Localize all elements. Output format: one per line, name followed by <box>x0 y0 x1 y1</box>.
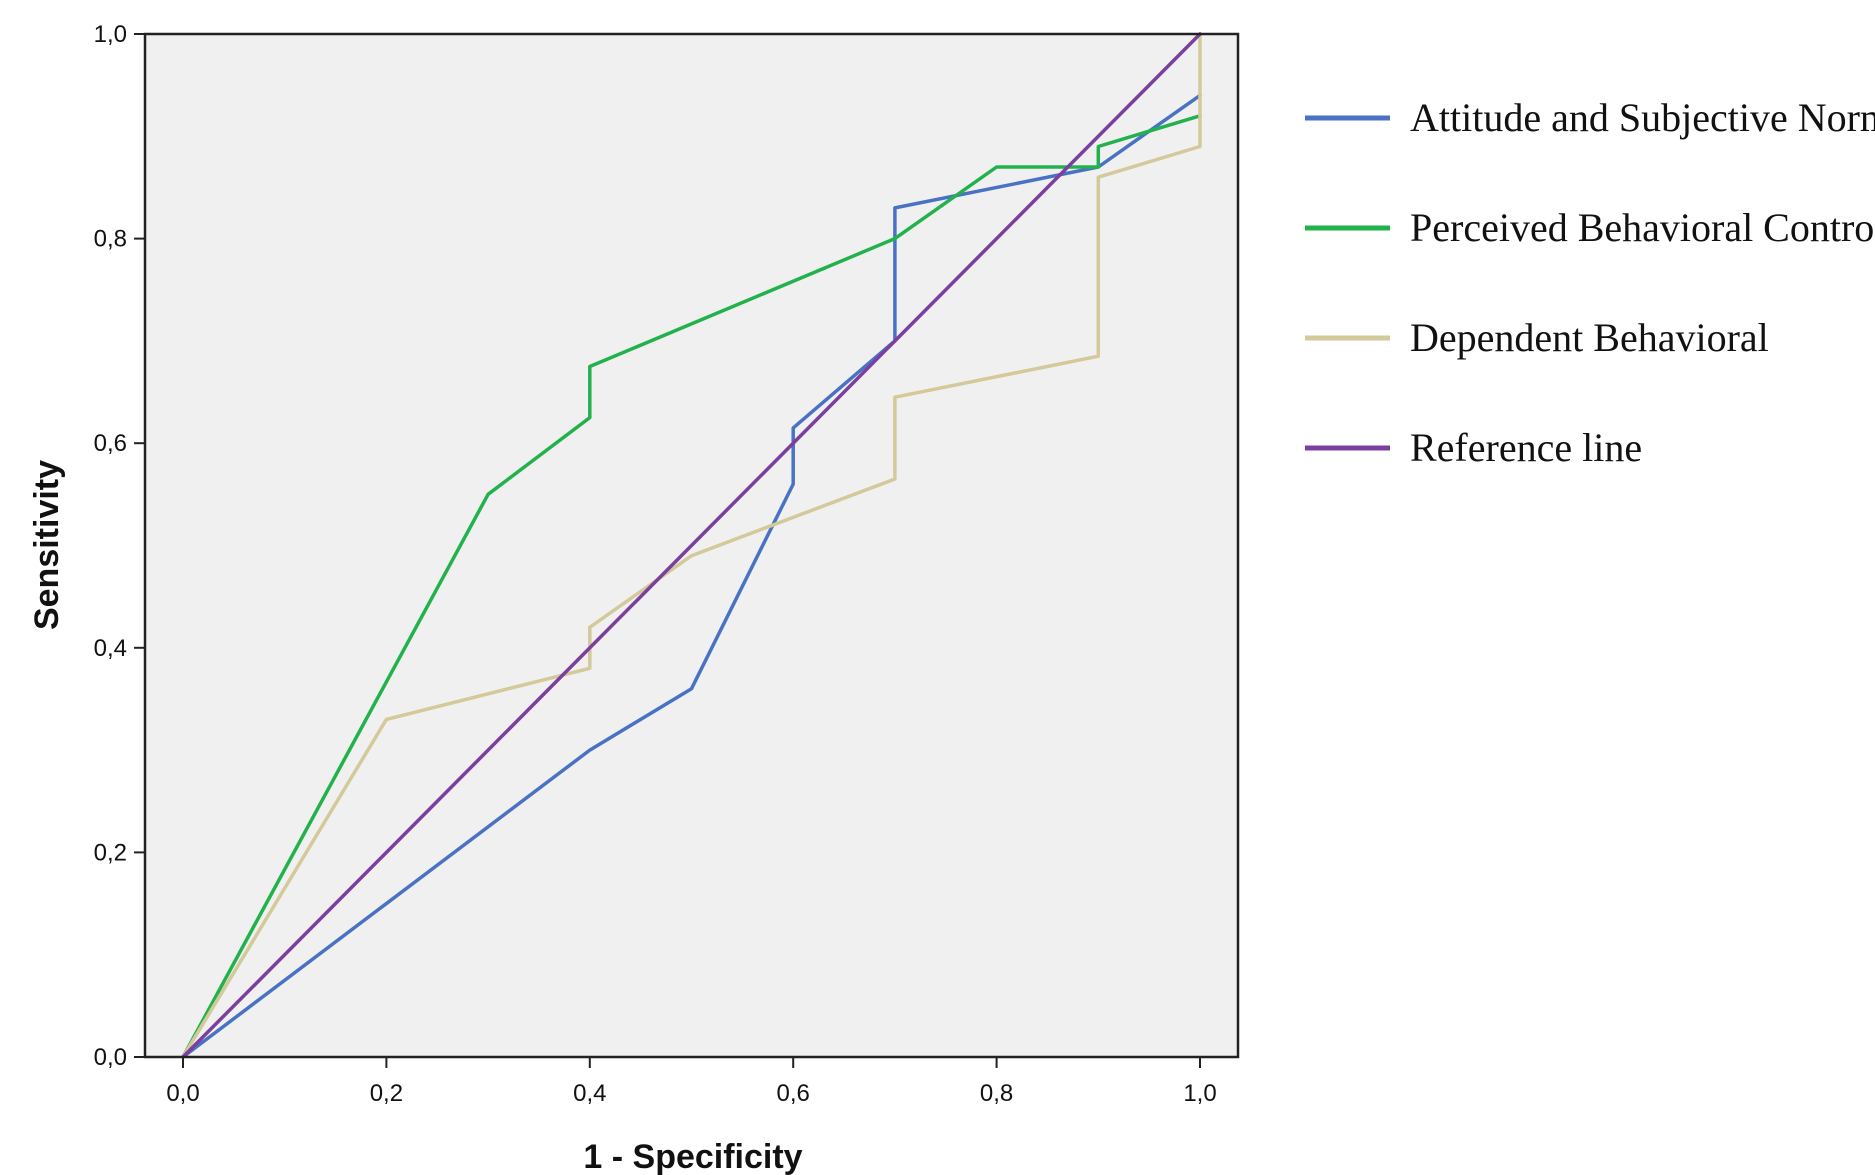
series-line-3 <box>181 32 1202 1059</box>
x-axis: 0,0 0,2 0,4 0,6 0,8 1,0 <box>166 1057 1217 1107</box>
plot-frame <box>143 32 1240 1059</box>
y-tick-label: 0,4 <box>94 635 127 662</box>
legend: Attitude and Subjective Norm Perceived Be… <box>1305 95 1875 470</box>
y-tick-label: 0,2 <box>94 839 127 866</box>
series-line-2 <box>181 114 1202 1059</box>
x-tick-label: 0,2 <box>370 1080 403 1107</box>
x-tick-label: 0,0 <box>166 1080 199 1107</box>
legend-label-4: Reference line <box>1410 425 1642 470</box>
x-tick-label: 0,8 <box>980 1080 1013 1107</box>
x-tick-label: 1,0 <box>1183 1080 1216 1107</box>
x-axis-title: 1 - Specificity <box>583 1138 802 1175</box>
legend-label-1: Attitude and Subjective Norm <box>1410 95 1875 140</box>
series-line-1 <box>181 93 1202 1059</box>
y-tick-label: 1,0 <box>94 21 127 48</box>
x-tick-label: 0,4 <box>573 1080 606 1107</box>
legend-label-3: Dependent Behavioral <box>1410 315 1769 360</box>
y-axis-title: Sensitivity <box>28 460 66 630</box>
x-tick-label: 0,6 <box>777 1080 810 1107</box>
legend-label-2: Perceived Behavioral Control <box>1410 205 1875 250</box>
y-axis: 0,0 0,2 0,4 0,6 0,8 1,0 <box>94 21 145 1071</box>
y-tick-label: 0,0 <box>94 1044 127 1071</box>
y-tick-label: 0,8 <box>94 226 127 253</box>
y-tick-label: 0,6 <box>94 430 127 457</box>
series-layer <box>181 32 1202 1059</box>
series-line-4 <box>181 32 1202 1059</box>
